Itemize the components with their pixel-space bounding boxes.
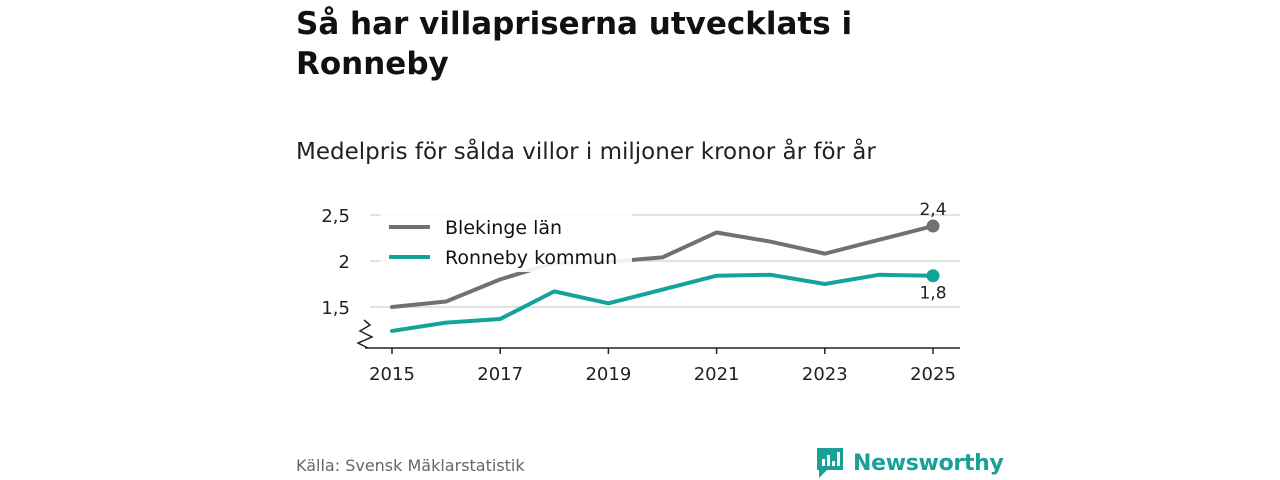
chart-subtitle: Medelpris för sålda villor i miljoner kr… [296,139,876,165]
series-line-1 [390,272,935,333]
axes: 1,5 2 2,5 2015 2017 2019 2021 2023 2025 [321,206,960,385]
y-tick-label: 2 [339,252,350,273]
x-tick-label: 2015 [369,364,415,385]
chart-title: Så har villapriserna utvecklats i Ronneb… [296,6,853,82]
legend: Blekinge län Ronneby kommun [380,212,632,272]
series-lines: 2,4 1,8 [390,200,947,333]
x-tick-label: 2017 [477,364,523,385]
newsworthy-logo-icon [817,448,843,478]
brand-logo: Newsworthy [815,446,1004,480]
series-end-point [926,269,940,283]
series-line-0 [390,224,935,309]
axis-break-icon [356,319,374,349]
x-tick-label: 2021 [694,364,740,385]
x-tick-label: 2023 [802,364,848,385]
x-tick-label: 2019 [585,364,631,385]
legend-background [380,212,632,272]
x-tick-label: 2025 [910,364,956,385]
legend-label: Ronneby kommun [445,247,617,269]
source-note: Källa: Svensk Mäklarstatistik [296,456,525,475]
y-tick-label: 2,5 [321,206,350,227]
legend-label: Blekinge län [445,217,562,239]
series-end-label: 1,8 [919,284,946,304]
series-end-point [926,219,940,233]
y-tick-label: 1,5 [321,298,350,319]
series-end-label: 2,4 [919,200,946,220]
brand-name: Newsworthy [853,450,1004,476]
